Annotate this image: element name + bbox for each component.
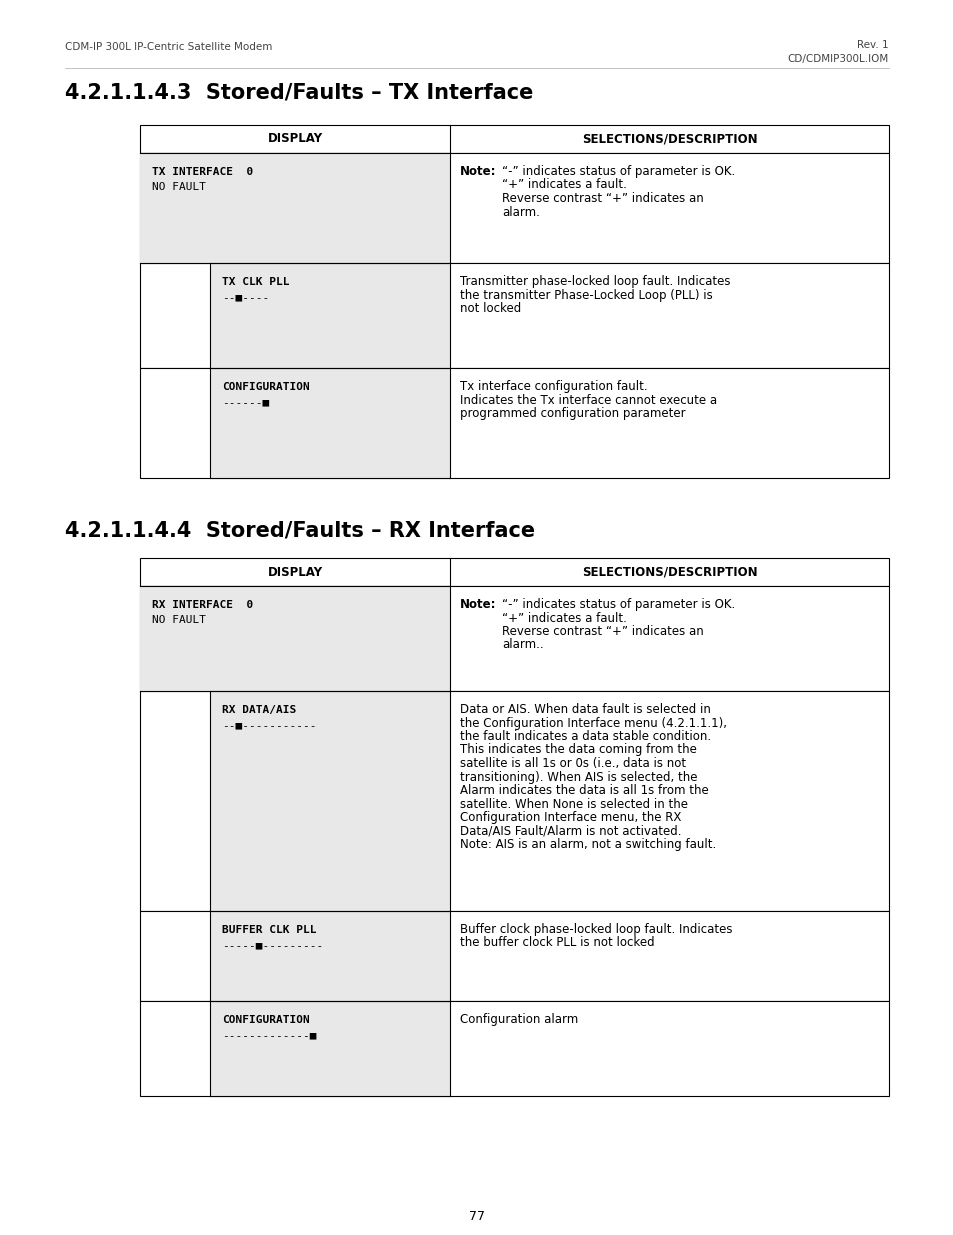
Text: not locked: not locked [459, 303, 520, 315]
Text: “-” indicates status of parameter is OK.: “-” indicates status of parameter is OK. [501, 165, 735, 178]
Text: 4.2.1.1.4.4  Stored/Faults – RX Interface: 4.2.1.1.4.4 Stored/Faults – RX Interface [65, 520, 535, 540]
Text: -----■---------: -----■--------- [222, 940, 323, 950]
Text: the buffer clock PLL is not locked: the buffer clock PLL is not locked [459, 936, 654, 950]
Text: 77: 77 [469, 1210, 484, 1223]
Bar [140, 692, 888, 911]
Bar [140, 1002, 888, 1095]
Text: CD/CDMIP300L.IOM: CD/CDMIP300L.IOM [787, 54, 888, 64]
Bar [210, 263, 450, 368]
Text: Tx interface configuration fault.: Tx interface configuration fault. [459, 380, 647, 393]
Text: SELECTIONS/DESCRIPTION: SELECTIONS/DESCRIPTION [581, 566, 757, 578]
Text: ------■: ------■ [222, 396, 269, 408]
Bar [140, 153, 450, 263]
Text: “-” indicates status of parameter is OK.: “-” indicates status of parameter is OK. [501, 598, 735, 611]
Text: “+” indicates a fault.: “+” indicates a fault. [501, 611, 626, 625]
Text: alarm.: alarm. [501, 205, 539, 219]
Text: This indicates the data coming from the: This indicates the data coming from the [459, 743, 696, 757]
Text: the Configuration Interface menu (4.2.1.1.1),: the Configuration Interface menu (4.2.1.… [459, 716, 726, 730]
Text: Note:: Note: [459, 165, 496, 178]
Text: programmed configuration parameter: programmed configuration parameter [459, 408, 685, 420]
Text: satellite. When None is selected in the: satellite. When None is selected in the [459, 798, 687, 810]
Bar [210, 692, 450, 911]
Bar [140, 263, 888, 368]
Bar [210, 368, 450, 478]
Text: RX DATA/AIS: RX DATA/AIS [222, 705, 296, 715]
Text: Transmitter phase-locked loop fault. Indicates: Transmitter phase-locked loop fault. Ind… [459, 275, 730, 288]
Text: TX INTERFACE  0: TX INTERFACE 0 [152, 167, 253, 177]
Text: “+” indicates a fault.: “+” indicates a fault. [501, 179, 626, 191]
Text: --■-----------: --■----------- [222, 720, 316, 730]
Text: SELECTIONS/DESCRIPTION: SELECTIONS/DESCRIPTION [581, 132, 757, 146]
Text: alarm..: alarm.. [501, 638, 543, 652]
Text: Configuration alarm: Configuration alarm [459, 1013, 578, 1026]
Bar [140, 585, 888, 692]
Bar [140, 911, 888, 1002]
Text: Rev. 1: Rev. 1 [857, 40, 888, 49]
Bar [140, 153, 888, 263]
Text: Note:: Note: [459, 598, 496, 611]
Text: Alarm indicates the data is all 1s from the: Alarm indicates the data is all 1s from … [459, 784, 708, 797]
Text: TX CLK PLL: TX CLK PLL [222, 277, 289, 287]
Text: CONFIGURATION: CONFIGURATION [222, 382, 310, 391]
Text: -------------■: -------------■ [222, 1030, 316, 1040]
Text: Reverse contrast “+” indicates an: Reverse contrast “+” indicates an [501, 191, 703, 205]
Text: Data or AIS. When data fault is selected in: Data or AIS. When data fault is selected… [459, 703, 710, 716]
Text: CDM-IP 300L IP-Centric Satellite Modem: CDM-IP 300L IP-Centric Satellite Modem [65, 42, 273, 52]
Text: RX INTERFACE  0: RX INTERFACE 0 [152, 600, 253, 610]
Text: CONFIGURATION: CONFIGURATION [222, 1015, 310, 1025]
Bar [140, 585, 450, 692]
Text: NO FAULT: NO FAULT [152, 182, 206, 191]
Text: NO FAULT: NO FAULT [152, 615, 206, 625]
Text: Configuration Interface menu, the RX: Configuration Interface menu, the RX [459, 811, 680, 824]
Text: DISPLAY: DISPLAY [267, 566, 322, 578]
Text: --■----: --■---- [222, 291, 269, 303]
Bar [140, 558, 888, 585]
Text: Note: AIS is an alarm, not a switching fault.: Note: AIS is an alarm, not a switching f… [459, 839, 716, 851]
Text: Buffer clock phase-locked loop fault. Indicates: Buffer clock phase-locked loop fault. In… [459, 923, 732, 936]
Bar [210, 911, 450, 1002]
Text: Reverse contrast “+” indicates an: Reverse contrast “+” indicates an [501, 625, 703, 638]
Text: Data/AIS Fault/Alarm is not activated.: Data/AIS Fault/Alarm is not activated. [459, 825, 680, 837]
Text: transitioning). When AIS is selected, the: transitioning). When AIS is selected, th… [459, 771, 697, 783]
Text: the fault indicates a data stable condition.: the fault indicates a data stable condit… [459, 730, 710, 743]
Text: BUFFER CLK PLL: BUFFER CLK PLL [222, 925, 316, 935]
Text: satellite is all 1s or 0s (i.e., data is not: satellite is all 1s or 0s (i.e., data is… [459, 757, 685, 769]
Text: the transmitter Phase-Locked Loop (PLL) is: the transmitter Phase-Locked Loop (PLL) … [459, 289, 712, 301]
Bar [210, 1002, 450, 1095]
Text: 4.2.1.1.4.3  Stored/Faults – TX Interface: 4.2.1.1.4.3 Stored/Faults – TX Interface [65, 82, 533, 103]
Text: Indicates the Tx interface cannot execute a: Indicates the Tx interface cannot execut… [459, 394, 717, 406]
Bar [140, 368, 888, 478]
Bar [140, 125, 888, 153]
Text: DISPLAY: DISPLAY [267, 132, 322, 146]
